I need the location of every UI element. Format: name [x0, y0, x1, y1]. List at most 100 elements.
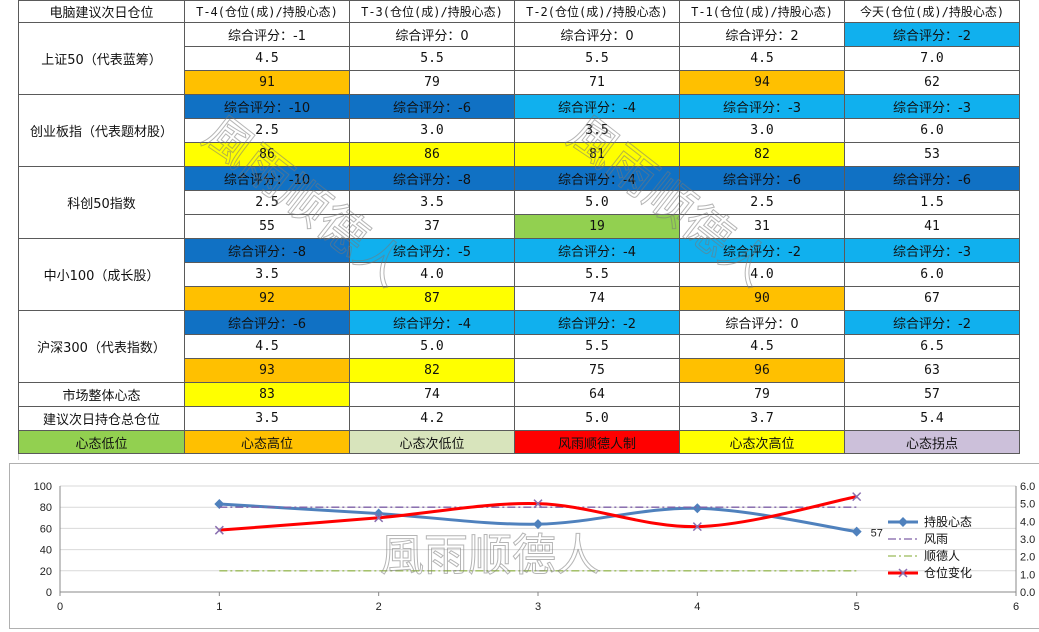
score-cell[interactable]: 综合评分：-8	[349, 166, 515, 191]
score-cell[interactable]: 综合评分：-2	[514, 310, 680, 335]
mood-cell[interactable]: 19	[514, 214, 680, 239]
position-cell[interactable]: 5.5	[514, 46, 680, 71]
mood-cell[interactable]: 92	[184, 286, 350, 311]
index-name[interactable]: 科创50指数	[18, 166, 185, 239]
score-cell[interactable]: 综合评分：-10	[184, 166, 350, 191]
score-cell[interactable]: 综合评分：-8	[184, 238, 350, 263]
position-cell[interactable]: 6.0	[844, 118, 1020, 143]
position-cell[interactable]: 5.5	[349, 46, 515, 71]
corner-header[interactable]: 电脑建议次日仓位	[18, 0, 185, 23]
color-legend-cell[interactable]: 心态拐点	[844, 430, 1020, 454]
score-cell[interactable]: 综合评分：-6	[184, 310, 350, 335]
position-cell[interactable]: 4.0	[679, 262, 845, 287]
market-label[interactable]: 市场整体心态	[18, 382, 185, 407]
position-cell[interactable]: 3.5	[514, 118, 680, 143]
column-header[interactable]: 今天(仓位(成)/持股心态)	[844, 0, 1020, 23]
position-cell[interactable]: 1.5	[844, 190, 1020, 215]
score-cell[interactable]: 综合评分：-4	[349, 310, 515, 335]
mood-cell[interactable]: 31	[679, 214, 845, 239]
position-cell[interactable]: 4.5	[679, 334, 845, 359]
score-cell[interactable]: 综合评分：0	[679, 310, 845, 335]
score-cell[interactable]: 综合评分：0	[349, 22, 515, 47]
position-cell[interactable]: 6.5	[844, 334, 1020, 359]
index-name[interactable]: 中小100（成长股）	[18, 238, 185, 311]
score-cell[interactable]: 综合评分：-5	[349, 238, 515, 263]
color-legend-cell[interactable]: 心态高位	[184, 430, 350, 454]
position-cell[interactable]: 5.5	[514, 262, 680, 287]
color-legend-cell[interactable]: 风雨顺德人制	[514, 430, 680, 454]
color-legend-cell[interactable]: 心态低位	[18, 430, 185, 454]
position-cell[interactable]: 4.5	[184, 334, 350, 359]
position-cell[interactable]: 2.5	[184, 118, 350, 143]
mood-cell[interactable]: 82	[349, 358, 515, 383]
mood-cell[interactable]: 86	[349, 142, 515, 167]
score-cell[interactable]: 综合评分：-4	[514, 238, 680, 263]
mood-cell[interactable]: 62	[844, 70, 1020, 95]
mood-cell[interactable]: 86	[184, 142, 350, 167]
position-cell[interactable]: 5.5	[514, 334, 680, 359]
score-cell[interactable]: 综合评分：-3	[844, 238, 1020, 263]
mood-cell[interactable]: 87	[349, 286, 515, 311]
market-cell[interactable]: 79	[679, 382, 845, 407]
mood-cell[interactable]: 82	[679, 142, 845, 167]
position-cell[interactable]: 3.0	[349, 118, 515, 143]
score-cell[interactable]: 综合评分：-2	[679, 238, 845, 263]
score-cell[interactable]: 综合评分：0	[514, 22, 680, 47]
total-cell[interactable]: 3.5	[184, 406, 350, 431]
column-header[interactable]: T-2(仓位(成)/持股心态)	[514, 0, 680, 23]
position-cell[interactable]: 2.5	[184, 190, 350, 215]
position-cell[interactable]: 4.5	[679, 46, 845, 71]
market-cell[interactable]: 74	[349, 382, 515, 407]
score-cell[interactable]: 综合评分：-6	[844, 166, 1020, 191]
market-cell[interactable]: 57	[844, 382, 1020, 407]
mood-cell[interactable]: 94	[679, 70, 845, 95]
mood-cell[interactable]: 63	[844, 358, 1020, 383]
mood-cell[interactable]: 55	[184, 214, 350, 239]
position-cell[interactable]: 6.0	[844, 262, 1020, 287]
column-header[interactable]: T-1(仓位(成)/持股心态)	[679, 0, 845, 23]
position-cell[interactable]: 7.0	[844, 46, 1020, 71]
score-cell[interactable]: 综合评分：-6	[349, 94, 515, 119]
mood-cell[interactable]: 96	[679, 358, 845, 383]
index-name[interactable]: 创业板指（代表题材股）	[18, 94, 185, 167]
total-cell[interactable]: 4.2	[349, 406, 515, 431]
mood-cell[interactable]: 91	[184, 70, 350, 95]
score-cell[interactable]: 综合评分：-6	[679, 166, 845, 191]
mood-cell[interactable]: 53	[844, 142, 1020, 167]
score-cell[interactable]: 综合评分：-1	[184, 22, 350, 47]
position-cell[interactable]: 3.5	[184, 262, 350, 287]
score-cell[interactable]: 综合评分：2	[679, 22, 845, 47]
market-cell[interactable]: 64	[514, 382, 680, 407]
position-cell[interactable]: 4.5	[184, 46, 350, 71]
score-cell[interactable]: 综合评分：-2	[844, 22, 1020, 47]
mood-cell[interactable]: 90	[679, 286, 845, 311]
score-cell[interactable]: 综合评分：-4	[514, 94, 680, 119]
chart-area[interactable]: 0 20 40 60 80 100 0.0 1.0 2.0 3.0 4.0 5.0 6.0 0 1 2 3 4 5 6…	[9, 463, 1039, 629]
score-cell[interactable]: 综合评分：-2	[844, 310, 1020, 335]
mood-cell[interactable]: 71	[514, 70, 680, 95]
position-cell[interactable]: 5.0	[349, 334, 515, 359]
total-cell[interactable]: 5.4	[844, 406, 1020, 431]
mood-cell[interactable]: 75	[514, 358, 680, 383]
mood-cell[interactable]: 67	[844, 286, 1020, 311]
column-header[interactable]: T-4(仓位(成)/持股心态)	[184, 0, 350, 23]
mood-cell[interactable]: 93	[184, 358, 350, 383]
color-legend-cell[interactable]: 心态次高位	[679, 430, 845, 454]
total-cell[interactable]: 5.0	[514, 406, 680, 431]
position-cell[interactable]: 3.5	[349, 190, 515, 215]
index-name[interactable]: 沪深300（代表指数）	[18, 310, 185, 383]
position-cell[interactable]: 5.0	[514, 190, 680, 215]
score-cell[interactable]: 综合评分：-4	[514, 166, 680, 191]
market-cell[interactable]: 83	[184, 382, 350, 407]
score-cell[interactable]: 综合评分：-3	[844, 94, 1020, 119]
total-label[interactable]: 建议次日持仓总仓位	[18, 406, 185, 431]
position-cell[interactable]: 4.0	[349, 262, 515, 287]
score-cell[interactable]: 综合评分：-3	[679, 94, 845, 119]
index-name[interactable]: 上证50（代表蓝筹）	[18, 22, 185, 95]
mood-cell[interactable]: 74	[514, 286, 680, 311]
mood-cell[interactable]: 81	[514, 142, 680, 167]
total-cell[interactable]: 3.7	[679, 406, 845, 431]
mood-cell[interactable]: 41	[844, 214, 1020, 239]
mood-cell[interactable]: 37	[349, 214, 515, 239]
position-cell[interactable]: 2.5	[679, 190, 845, 215]
